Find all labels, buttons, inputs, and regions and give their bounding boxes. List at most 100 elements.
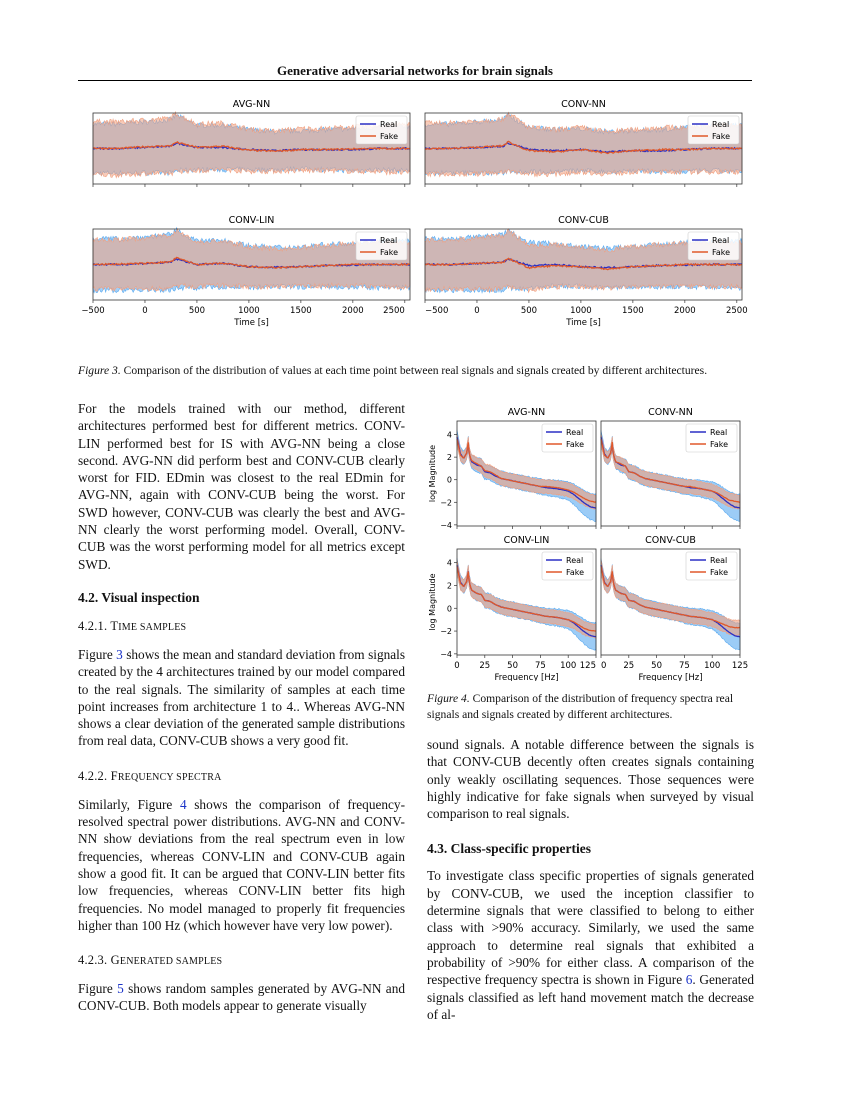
- text: . Generated signals classified as left h…: [427, 972, 755, 1022]
- paragraph-class-specific: To investigate class specific properties…: [427, 867, 754, 1023]
- paragraph-frequency-spectra: Similarly, Figure 4 shows the comparison…: [78, 796, 405, 934]
- plot-frame: [600, 548, 741, 656]
- legend-box: [355, 115, 408, 145]
- x-tick-label: 125: [580, 661, 596, 671]
- legend-label: Real: [566, 556, 583, 565]
- panel-title: CONV-CUB: [558, 215, 609, 226]
- panel-title: CONV-NN: [648, 407, 693, 418]
- header-rule: [78, 80, 752, 81]
- y-tick-label: −4: [440, 650, 452, 659]
- figure-3-caption: Figure 3. Comparison of the distribution…: [78, 363, 768, 379]
- y-tick-label: 2: [447, 453, 452, 462]
- left-column: For the models trained with our method, …: [78, 400, 405, 1015]
- x-tick-label: 100: [560, 661, 576, 671]
- x-tick-label: 25: [479, 661, 490, 671]
- y-axis-label: log Magnitude: [428, 573, 437, 630]
- figure-4-caption: Figure 4. Comparison of the distribution…: [427, 691, 754, 723]
- legend-box: [355, 231, 408, 261]
- text: Similarly, Figure: [78, 796, 180, 812]
- paragraph-results-summary: For the models trained with our method, …: [78, 401, 405, 572]
- panel-title: CONV-NN: [561, 99, 606, 110]
- x-tick-label: 1500: [290, 306, 312, 316]
- x-tick-label: 50: [507, 661, 518, 671]
- text: shows the comparison of frequency-resolv…: [78, 796, 405, 933]
- legend-label: Real: [380, 120, 397, 129]
- x-axis-label: Frequency [Hz]: [638, 673, 702, 681]
- section-heading-4-3: 4.3. Class-specific properties: [427, 841, 591, 857]
- legend-label: Fake: [710, 568, 728, 577]
- paragraph-generated-samples: Figure 5 shows random samples generated …: [78, 980, 405, 1015]
- panel-title: CONV-CUB: [645, 535, 696, 546]
- fake-mean-line: [600, 439, 741, 504]
- running-title: Generative adversarial networks for brai…: [277, 63, 553, 78]
- legend-label: Real: [566, 428, 583, 437]
- x-tick-label: −500: [425, 306, 448, 316]
- y-tick-label: −2: [440, 498, 452, 507]
- fake-mean-line: [424, 257, 743, 271]
- right-column: sound signals. A notable difference betw…: [427, 736, 754, 1023]
- y-tick-label: 2: [447, 581, 452, 590]
- x-tick-label: 1000: [570, 306, 592, 316]
- figure-3-chart: AVG-NN Real Fake CONV-NN Real Fake CONV-LIN Rea…: [81, 99, 748, 328]
- y-axis-label: log Magnitude: [428, 445, 437, 502]
- fake-mean-line: [456, 439, 597, 503]
- x-tick-label: 2500: [726, 306, 748, 316]
- legend-box: [541, 423, 594, 453]
- x-axis-label: Time [s]: [233, 318, 269, 328]
- x-tick-label: 0: [601, 661, 606, 671]
- plot-frame: [424, 228, 743, 301]
- legend-label: Fake: [712, 248, 730, 257]
- fake-mean-line: [600, 566, 741, 629]
- legend-label: Fake: [710, 440, 728, 449]
- x-tick-label: 75: [679, 661, 690, 671]
- text: shows the mean and standard deviation fr…: [78, 646, 406, 749]
- heading-rest: IME SAMPLES: [118, 621, 187, 633]
- fake-mean-line: [92, 141, 411, 153]
- panel-title: AVG-NN: [233, 99, 270, 110]
- plot-frame: [424, 112, 743, 185]
- caption-label: Figure 3.: [78, 364, 121, 377]
- x-axis-label: Time [s]: [565, 318, 601, 328]
- legend-box: [685, 423, 738, 453]
- x-tick-label: 2500: [383, 306, 405, 316]
- y-tick-label: −2: [440, 627, 452, 636]
- figure-3-link[interactable]: 3: [116, 646, 123, 662]
- x-tick-label: 50: [651, 661, 662, 671]
- figure-5-link[interactable]: 5: [117, 981, 124, 997]
- plot-frame: [456, 420, 597, 527]
- panel-title: AVG-NN: [508, 407, 545, 418]
- paragraph-visual-differences: sound signals. A notable difference betw…: [427, 737, 754, 822]
- x-tick-label: 100: [704, 661, 720, 671]
- x-tick-label: 500: [521, 306, 537, 316]
- y-tick-label: 0: [447, 476, 452, 485]
- heading-rest: REQUENCY SPECTRA: [117, 771, 222, 783]
- legend-box: [685, 551, 738, 581]
- panel-title: CONV-LIN: [504, 535, 550, 546]
- y-tick-label: 4: [447, 559, 452, 568]
- text: Figure: [78, 646, 117, 662]
- plot-frame: [600, 420, 741, 527]
- subsection-heading-4-2-3: 4.2.3. GENERATED SAMPLES: [78, 952, 405, 970]
- caption-text: Comparison of the distribution of freque…: [427, 692, 734, 721]
- legend-box: [687, 115, 740, 145]
- legend-label: Real: [712, 236, 729, 245]
- panel-title: CONV-LIN: [229, 215, 275, 226]
- figure-4-chart: AVG-NN Real Fake −4 −2 0 2 4 log Magnitude CONV-N…: [428, 407, 748, 681]
- legend-label: Real: [710, 556, 727, 565]
- legend-label: Fake: [566, 568, 584, 577]
- plot-frame: [92, 228, 411, 301]
- x-tick-label: 500: [189, 306, 205, 316]
- figure-4-link[interactable]: 4: [179, 796, 187, 812]
- x-tick-label: 75: [535, 661, 546, 671]
- fake-mean-line: [424, 140, 743, 155]
- legend-box: [541, 551, 594, 581]
- heading-number: 4.2.3. G: [78, 953, 120, 968]
- paragraph-time-samples: Figure 3 shows the mean and standard dev…: [78, 646, 405, 750]
- figure-6-link[interactable]: 6: [685, 972, 693, 988]
- x-tick-label: 2000: [674, 306, 696, 316]
- fake-mean-line: [456, 566, 597, 632]
- legend-label: Real: [380, 236, 397, 245]
- x-tick-label: 2000: [342, 306, 364, 316]
- caption-label: Figure 4.: [427, 692, 470, 705]
